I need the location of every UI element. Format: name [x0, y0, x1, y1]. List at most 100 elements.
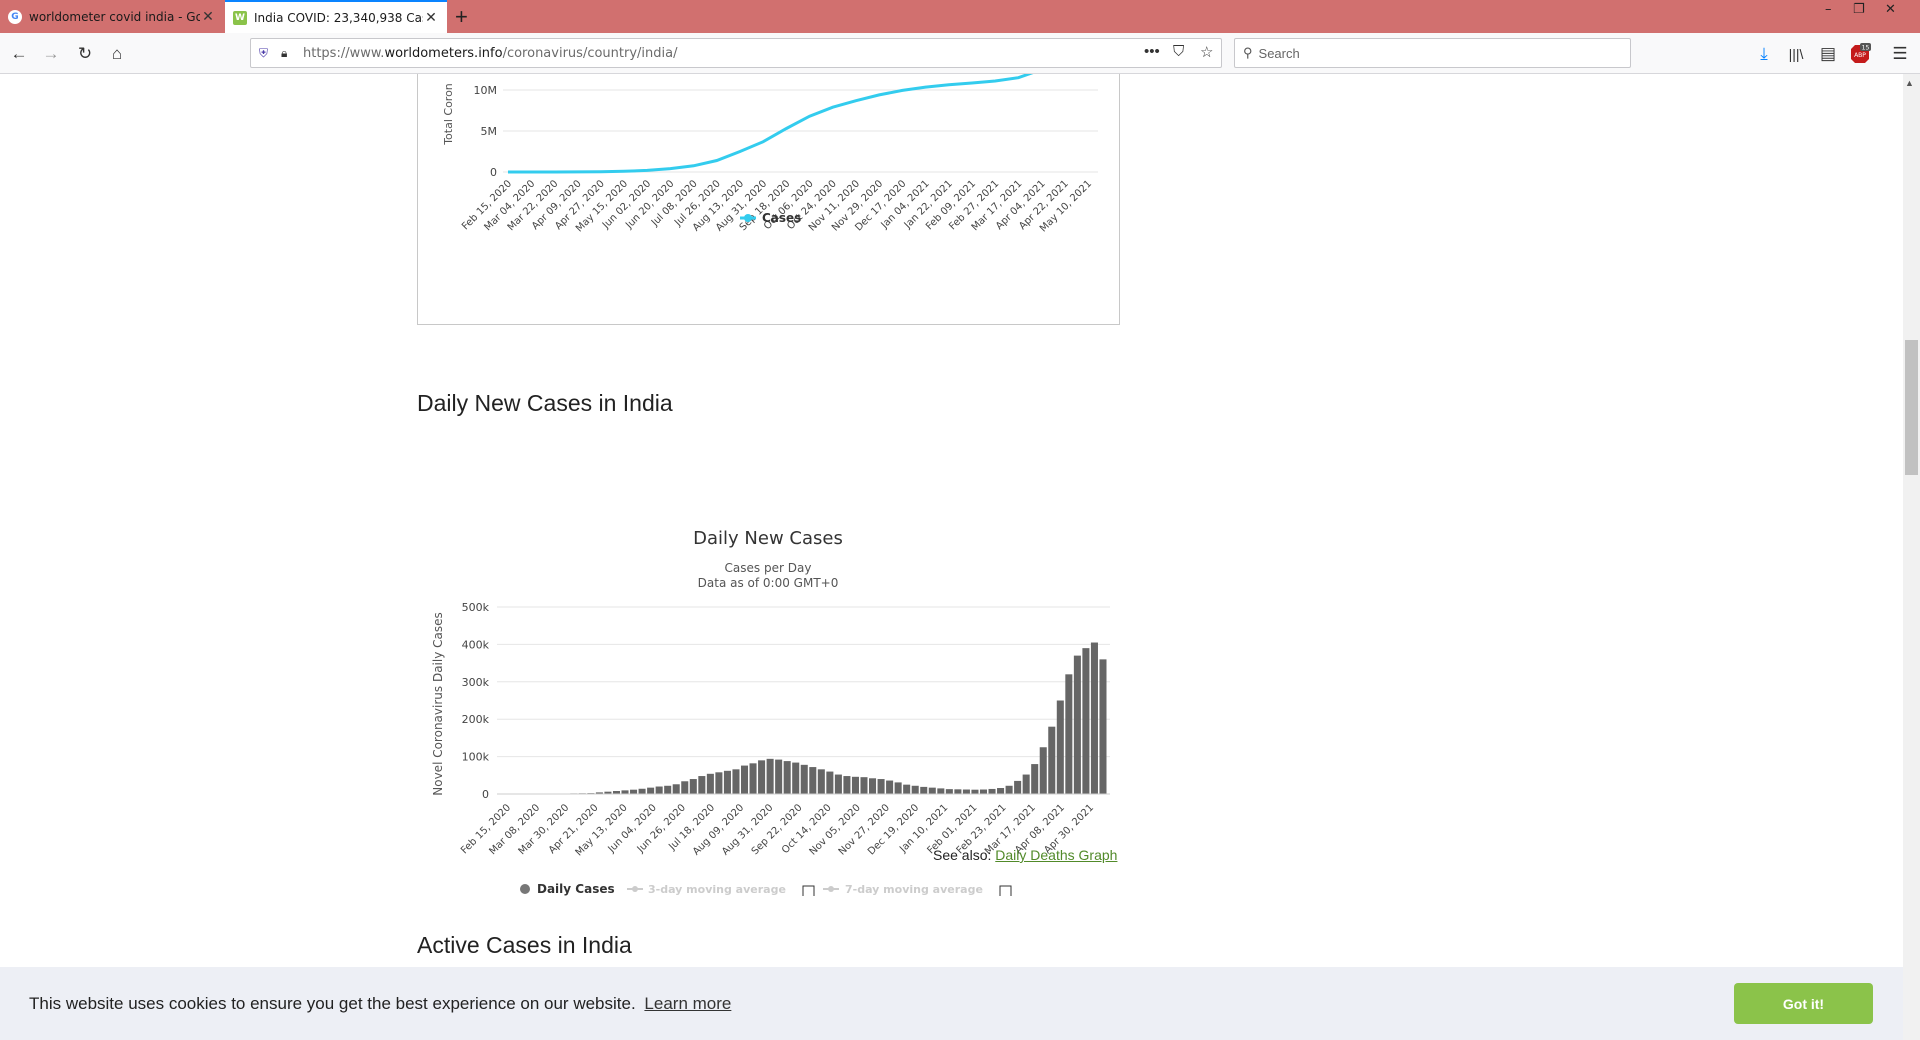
x-tick-label: Sep 22, 2020 — [750, 802, 805, 857]
learn-more-link[interactable]: Learn more — [644, 994, 732, 1013]
legend-marker-7day — [828, 886, 834, 892]
url-text[interactable]: https://www.worldometers.info/coronaviru… — [303, 45, 678, 61]
pocket-icon[interactable]: ⛉ — [1173, 43, 1185, 60]
x-tick-label: Nov 05, 2020 — [808, 802, 863, 857]
daily-cases-bar — [655, 786, 663, 794]
daily-deaths-graph-link[interactable]: Daily Deaths Graph — [995, 847, 1118, 863]
bookmark-star-icon[interactable]: ☆ — [1200, 44, 1214, 61]
daily-cases-bar — [988, 788, 996, 794]
adblock-count: 15 — [1862, 45, 1870, 52]
download-icon[interactable]: ⤓ — [1760, 44, 1768, 63]
reload-icon[interactable]: ↻ — [77, 44, 93, 63]
x-tick-label: Aug 09, 2020 — [691, 802, 746, 857]
see-also: See also: Daily Deaths Graph — [933, 847, 1117, 863]
daily-cases-bar — [809, 767, 817, 794]
cookie-banner: This website uses cookies to ensure you … — [0, 967, 1903, 1040]
daily-cases-bar — [979, 789, 988, 794]
scrollbar-track[interactable] — [1903, 74, 1920, 1040]
daily-cases-bar — [1099, 659, 1107, 794]
minimize-icon[interactable]: – — [1825, 2, 1832, 17]
tab-google-search[interactable]: G worldometer covid india - Goo ✕ — [0, 0, 224, 33]
close-window-icon[interactable]: ✕ — [1885, 2, 1896, 17]
y-tick-label: 0 — [490, 166, 497, 179]
adblock-icon[interactable]: ABP 15 — [1847, 41, 1873, 67]
daily-cases-bar — [664, 785, 672, 794]
daily-cases-bar — [1039, 747, 1047, 794]
daily-cases-bar — [621, 790, 629, 794]
page-actions-icon[interactable]: ••• — [1144, 43, 1160, 60]
daily-cases-bar — [681, 781, 689, 794]
close-tab-icon[interactable]: ✕ — [202, 8, 214, 25]
search-placeholder: Search — [1258, 45, 1300, 61]
accept-cookies-button[interactable]: Got it! — [1734, 983, 1873, 1024]
close-tab-icon[interactable]: ✕ — [425, 9, 437, 26]
daily-cases-bar — [997, 788, 1005, 794]
tab-label: India COVID: 23,340,938 Cases a — [254, 10, 423, 25]
daily-cases-bar — [595, 792, 603, 794]
y-tick-label: 200k — [462, 713, 490, 726]
y-tick-label: 10M — [474, 84, 498, 97]
daily-cases-bar — [706, 773, 714, 794]
restore-icon[interactable]: ❐ — [1853, 2, 1865, 17]
daily-cases-bar — [834, 774, 842, 794]
daily-cases-bar — [954, 789, 962, 794]
tab-worldometer[interactable]: W India COVID: 23,340,938 Cases a ✕ — [225, 0, 447, 33]
legend-label-3day: 3-day moving average — [648, 883, 786, 896]
series-line-cases — [508, 74, 1034, 174]
daily-cases-bar — [749, 763, 757, 794]
daily-cases-bar — [792, 762, 800, 794]
daily-cases-bar — [903, 784, 911, 794]
daily-cases-bar — [638, 788, 646, 794]
daily-cases-bar — [911, 785, 919, 794]
search-input[interactable]: ⚲ Search — [1234, 38, 1631, 68]
adblock-badge-icon: ABP 15 — [1851, 43, 1871, 63]
daily-cases-bar — [612, 791, 620, 794]
x-tick-label: Dec 19, 2020 — [866, 802, 921, 857]
daily-cases-bar — [689, 779, 697, 794]
worldometer-favicon-icon: W — [233, 10, 247, 25]
back-icon[interactable]: ← — [10, 44, 28, 63]
daily-cases-bar — [604, 791, 612, 794]
daily-cases-bar — [647, 787, 655, 794]
daily-cases-bar — [962, 789, 970, 794]
cookie-message: This website uses cookies to ensure you … — [29, 994, 731, 1014]
x-tick-label: May 13, 2020 — [574, 802, 630, 858]
lock-icon[interactable]: 🔒︎ — [281, 45, 288, 60]
daily-cases-bar — [843, 776, 851, 794]
tracking-shield-icon[interactable]: ⛨ — [259, 45, 269, 60]
home-icon[interactable]: ⌂ — [111, 44, 123, 63]
daily-cases-bar — [723, 770, 731, 794]
daily-cases-bar — [1022, 774, 1030, 794]
sidebar-icon[interactable]: ▤ — [1819, 44, 1837, 63]
y-tick-label: 0 — [482, 788, 489, 801]
daily-cases-chart-container: Daily New Cases Cases per Day Data as of 0… — [417, 436, 1120, 898]
x-tick-label: Mar 08, 2020 — [487, 802, 542, 857]
chart-title: Daily New Cases — [693, 528, 843, 549]
tab-bar: G worldometer covid india - Goo ✕ W Indi… — [0, 0, 1920, 33]
scrollbar-thumb[interactable] — [1905, 340, 1918, 475]
cookie-text: This website uses cookies to ensure you … — [29, 994, 636, 1013]
daily-cases-bar — [937, 788, 945, 794]
daily-cases-bar — [1031, 764, 1039, 794]
daily-cases-section-title: Daily New Cases in India — [417, 390, 673, 416]
scroll-up-icon[interactable]: ▲ — [1905, 78, 1914, 88]
forward-icon[interactable]: → — [42, 44, 60, 63]
see-also-label: See also: — [933, 847, 992, 863]
daily-cases-bar — [1073, 655, 1081, 794]
legend-label-cases: Cases — [762, 211, 801, 225]
daily-cases-bar — [775, 759, 783, 794]
y-tick-label: 500k — [462, 601, 490, 614]
x-tick-label: Nov 27, 2020 — [837, 802, 892, 857]
y-tick-label: 400k — [462, 638, 490, 651]
new-tab-button[interactable]: + — [455, 4, 468, 29]
daily-cases-bar — [783, 761, 791, 794]
daily-cases-bar — [1056, 700, 1064, 794]
menu-icon[interactable]: ☰ — [1892, 44, 1908, 63]
nav-bar: ← → ↻ ⌂ ⛨ 🔒︎ https://www.worldometers.in… — [0, 33, 1920, 74]
x-tick-label: Feb 15, 2020 — [459, 802, 513, 856]
address-bar[interactable]: ⛨ 🔒︎ https://www.worldometers.info/coron… — [250, 38, 1222, 68]
library-icon[interactable]: |||\ — [1788, 46, 1804, 62]
daily-cases-bar — [869, 778, 877, 794]
daily-cases-bar — [886, 780, 894, 794]
